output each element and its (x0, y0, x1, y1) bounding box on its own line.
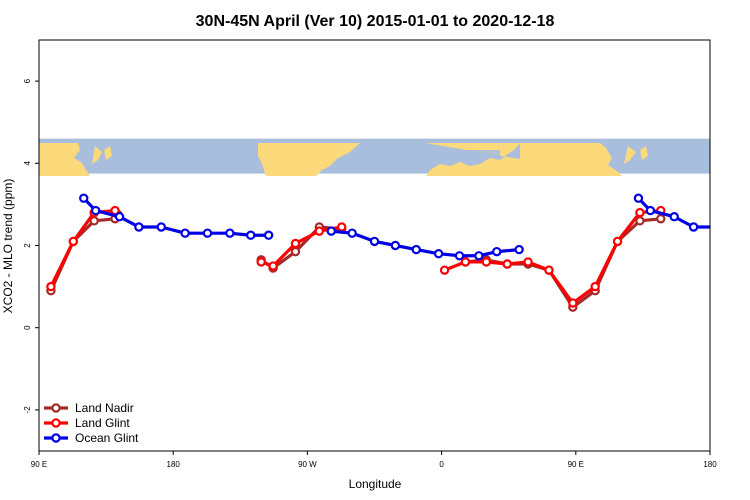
data-point-2-1-8 (492, 246, 502, 257)
y-tick-label-2: 2 (23, 243, 32, 248)
x-tick-label-0: 90 E (31, 460, 47, 469)
data-point-1-0-1 (68, 236, 78, 247)
series-ocean-glint (79, 193, 719, 261)
data-point-2-1-2 (369, 236, 380, 247)
data-point-1-1-2 (290, 238, 301, 249)
data-point-2-1-7 (474, 251, 484, 261)
data-point-1-2-4 (523, 257, 533, 267)
data-point-2-1-5 (433, 249, 444, 259)
x-tick-label-3: 0 (439, 460, 444, 469)
series-layer (46, 193, 719, 312)
legend-label-1: Land Glint (75, 416, 130, 430)
data-point-1-2-2 (481, 257, 492, 267)
data-point-2-2-3 (688, 222, 699, 232)
data-point-2-0-0 (79, 193, 89, 203)
data-point-2-0-9 (263, 230, 274, 240)
data-point-0-1-2 (290, 246, 301, 257)
legend-label-2: Ocean Glint (75, 431, 139, 445)
x-tick-label-5: 180 (703, 460, 717, 469)
data-point-2-0-5 (180, 228, 190, 238)
data-point-1-2-8 (612, 236, 623, 247)
data-point-1-2-0 (439, 265, 450, 275)
data-point-2-2-0 (633, 193, 644, 203)
data-point-1-1-4 (336, 222, 347, 232)
data-point-2-1-6 (454, 251, 465, 261)
data-point-1-0-0 (46, 281, 56, 292)
y-tick-label-3: 4 (23, 161, 32, 166)
map-land-1 (92, 146, 102, 164)
legend-swatch-point-0 (51, 403, 61, 413)
data-point-1-2-5 (544, 265, 554, 275)
series-line-1-0 (49, 208, 116, 288)
map-land-2 (104, 146, 112, 160)
data-point-2-0-2 (114, 212, 125, 222)
data-point-2-0-7 (225, 228, 235, 238)
map-strip (39, 138, 710, 176)
data-point-1-2-7 (590, 281, 600, 292)
data-point-0-2-9 (656, 214, 666, 224)
map-land-5 (425, 143, 622, 176)
data-point-2-2-4 (712, 223, 719, 230)
map-land-7 (640, 146, 648, 160)
map-land-0 (39, 143, 90, 176)
data-point-2-1-9 (514, 244, 524, 255)
data-point-2-0-1 (90, 205, 101, 216)
data-point-2-0-4 (156, 222, 166, 232)
map-sea (440, 150, 500, 156)
y-axis: -2 0 2 4 6 (23, 78, 39, 413)
series-land-glint (46, 205, 666, 308)
map-land-6 (624, 146, 636, 164)
data-point-1-1-1 (268, 261, 278, 271)
data-point-1-2-6 (568, 298, 578, 308)
legend-swatch-point-1 (51, 418, 61, 428)
data-point-1-1-3 (314, 226, 325, 236)
data-point-2-1-3 (390, 240, 401, 251)
data-point-2-0-6 (202, 228, 213, 238)
data-point-1-2-3 (502, 259, 512, 269)
data-point-1-1-0 (256, 257, 266, 267)
chart-title: 30N-45N April (Ver 10) 2015-01-01 to 202… (196, 13, 555, 30)
data-point-2-0-8 (246, 230, 256, 240)
data-point-2-2-2 (669, 212, 679, 222)
x-axis-label: Longitude (349, 477, 402, 491)
series-line-2-1 (331, 229, 520, 258)
x-tick-label-2: 90 W (298, 460, 317, 469)
legend-label-0: Land Nadir (75, 401, 134, 415)
data-point-1-2-9 (635, 207, 645, 218)
data-point-2-0-3 (134, 222, 144, 232)
x-tick-label-4: 90 E (568, 460, 584, 469)
map-land-3 (258, 143, 360, 176)
data-point-2-1-1 (347, 228, 357, 238)
y-tick-label-1: 0 (23, 325, 32, 330)
x-axis: 90 E 180 90 W 0 90 E 180 (31, 451, 717, 469)
data-point-2-2-1 (645, 205, 656, 216)
y-axis-label: XCO2 - MLO trend (ppm) (1, 179, 15, 314)
data-point-1-2-1 (460, 257, 471, 267)
y-tick-label-0: -2 (23, 406, 32, 414)
y-tick-label-4: 6 (23, 78, 32, 83)
data-point-2-1-4 (411, 244, 421, 255)
data-point-2-1-0 (326, 226, 336, 236)
legend-swatch-point-2 (51, 433, 61, 443)
series-line-2-0 (82, 197, 269, 237)
x-tick-label-1: 180 (167, 460, 181, 469)
